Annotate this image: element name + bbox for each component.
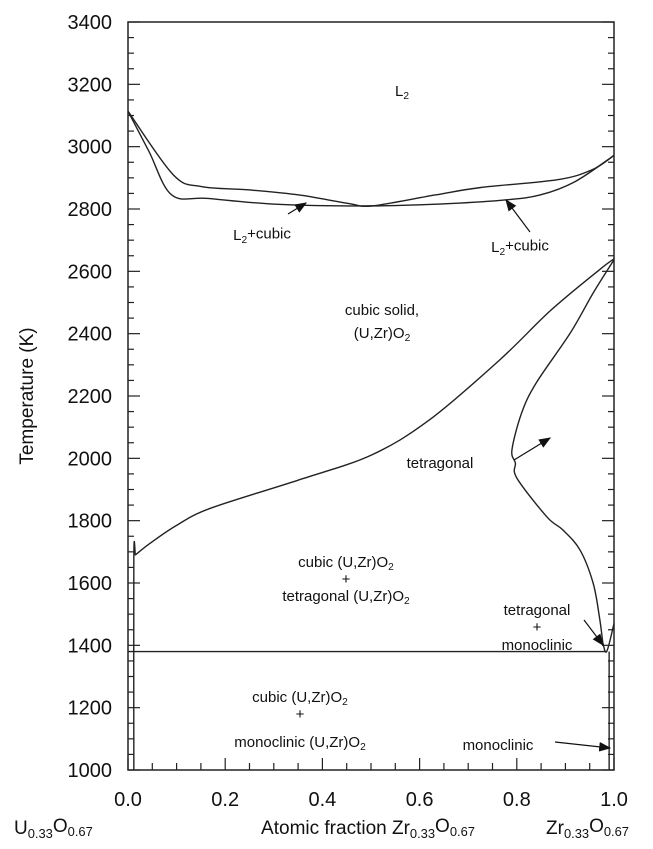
arrow <box>287 202 308 215</box>
label-cubic-solid-2: (U,Zr)O2 <box>354 325 411 344</box>
curve-tetragonal-monoclinic <box>602 623 615 653</box>
plot-frame <box>127 21 615 771</box>
y-tick-label: 2000 <box>68 448 113 470</box>
x-tick-label: 0.2 <box>211 789 239 811</box>
arrow <box>583 619 604 646</box>
axes: 1000 1200 1400 1600 1800 2000 2200 2400 2600 2800… <box>14 12 629 841</box>
label-tetragonal: tetragonal <box>407 455 474 472</box>
curve-cubic-tetragonal-boundary-cubic-side- <box>134 258 615 556</box>
label-tm-2: + <box>533 619 542 636</box>
label-cubic-solid-1: cubic solid, <box>345 302 419 319</box>
curve-cubic-solvus-low <box>133 540 136 771</box>
label-monoclinic: monoclinic <box>463 737 534 754</box>
arrow <box>505 199 531 233</box>
y-tick-label: 2600 <box>68 261 113 283</box>
label-tm-1: tetragonal <box>504 602 571 619</box>
x-right-end-label: Zr0.33O0.67 <box>546 816 629 841</box>
y-axis-title: Temperature (K) <box>17 327 38 464</box>
y-tick-label: 1800 <box>68 511 113 533</box>
x-tick-label: 1.0 <box>600 789 628 811</box>
annotations: L2 L2+cubic L2+cubic cubic solid, (U,Zr)O2 te… <box>233 83 573 754</box>
label-ct-3: tetragonal (U,Zr)O2 <box>282 588 410 607</box>
x-left-end-label: U0.33O0.67 <box>14 816 93 841</box>
label-ct-1: cubic (U,Zr)O2 <box>298 554 394 573</box>
label-cm-3: monoclinic (U,Zr)O2 <box>234 734 366 753</box>
y-tick-label: 3400 <box>68 12 113 34</box>
curve-liquidus <box>127 110 615 208</box>
arrow <box>513 437 552 461</box>
y-tick-label: 2400 <box>68 324 113 346</box>
label-tm-3: monoclinic <box>502 637 573 654</box>
y-tick-label: 3000 <box>68 137 113 159</box>
curve-cubic-tetragonal-boundary-tetragonal-side- <box>511 259 615 643</box>
y-tick-label: 1000 <box>68 760 113 782</box>
phase-boundaries <box>127 110 615 771</box>
label-ct-2: + <box>342 571 351 588</box>
x-tick-label: 0.0 <box>114 789 142 811</box>
arrow <box>554 741 612 752</box>
label-l2cubic-right: L2+cubic <box>491 238 549 259</box>
label-l2cubic-left: L2+cubic <box>233 226 291 247</box>
label-l2: L2 <box>395 83 409 102</box>
x-tick-label: 0.8 <box>503 789 531 811</box>
curve-solidus <box>127 110 615 207</box>
y-tick-label: 3200 <box>68 74 113 96</box>
y-tick-label: 1400 <box>68 635 113 657</box>
x-tick-label: 0.6 <box>406 789 434 811</box>
y-tick-label: 1200 <box>68 698 113 720</box>
x-axis-title: Atomic fraction Zr0.33O0.67 <box>261 816 475 841</box>
y-tick-label: 2200 <box>68 386 113 408</box>
x-tick-label: 0.4 <box>308 789 336 811</box>
y-tick-label: 2800 <box>68 199 113 221</box>
y-tick-label: 1600 <box>68 573 113 595</box>
label-cm-1: cubic (U,Zr)O2 <box>252 689 348 708</box>
label-cm-2: + <box>296 706 305 723</box>
annotation-arrows <box>287 199 612 752</box>
